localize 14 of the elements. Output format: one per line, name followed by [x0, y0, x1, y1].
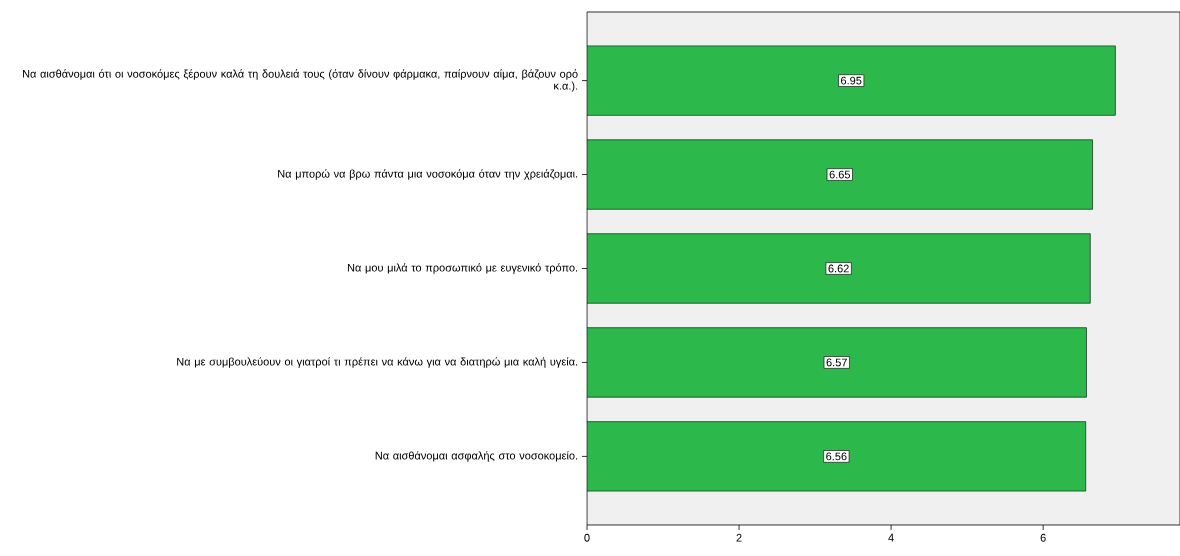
data-label: 6.65: [829, 170, 851, 179]
y-tick-label: Να αισθάνομαι ότι οι νοσοκόμες ξέρουν καλά τη δουλειά τους (όταν δίνουν φάρμακα, παίρνουν αίμα, βάζουν ορό κ.α.).: [22, 69, 578, 92]
data-label: 6.62: [828, 264, 849, 273]
data-label: 6.95: [841, 76, 862, 85]
data-label: 6.57: [826, 358, 847, 367]
x-tick-label: 0: [584, 533, 590, 542]
y-tick-label: Να μπορώ να βρω πάντα μια νοσοκόμα όταν την χρειάζομαι.: [278, 169, 578, 180]
x-tick-label: 2: [736, 533, 742, 542]
data-label: 6.56: [826, 452, 847, 461]
y-tick-label: Να με συμβουλεύουν οι γιατροί τι πρέπει να κάνω για να διατηρώ μια καλή υγεία.: [177, 357, 578, 368]
x-tick-label: 4: [888, 533, 894, 542]
y-tick-label: Να μου μιλά το προσωπικό με ευγενικό τρόπο.: [347, 263, 578, 274]
x-tick-label: 6: [1040, 533, 1046, 542]
y-tick-label: Να αισθάνομαι ασφαλής στο νοσοκομείο.: [375, 451, 578, 462]
